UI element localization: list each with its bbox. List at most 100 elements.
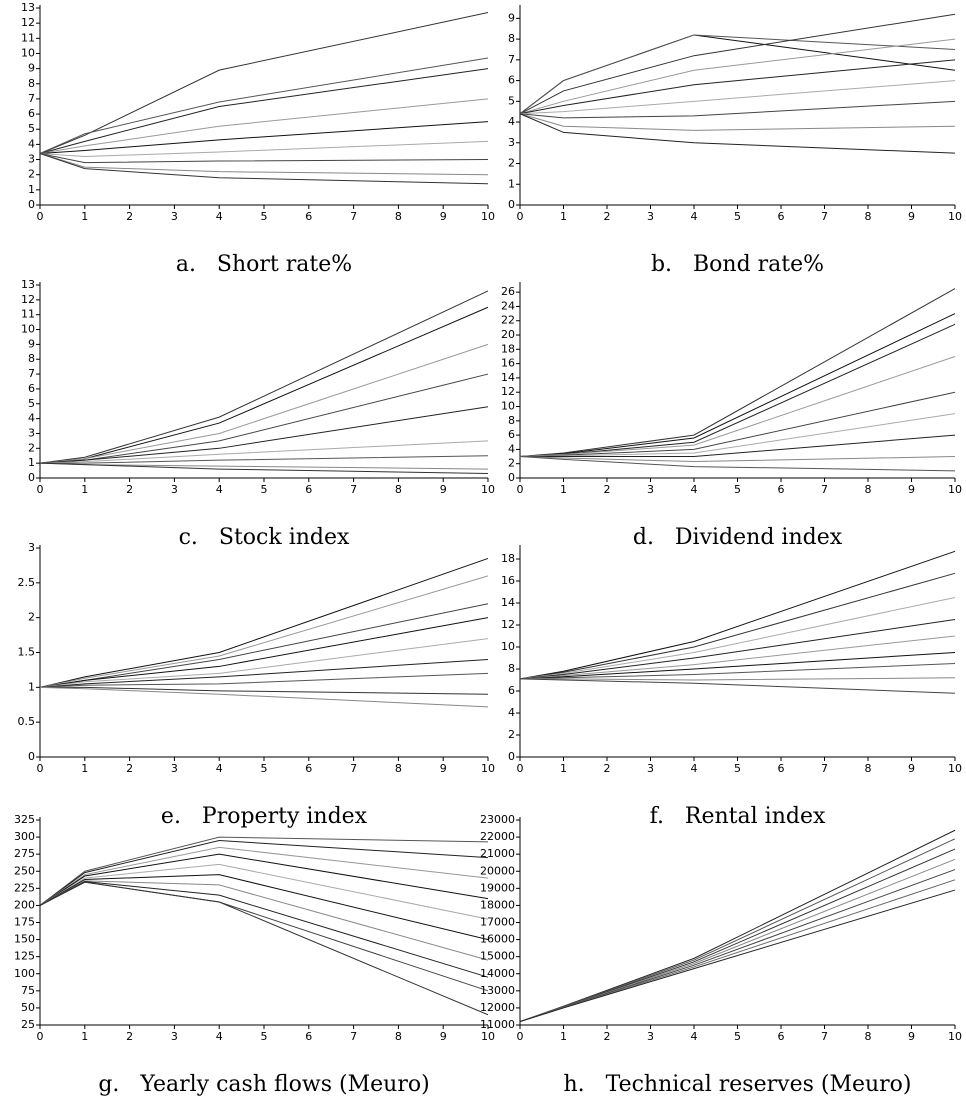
scenario-line (519, 59, 956, 115)
x-tick-label: 10 (481, 1030, 495, 1043)
scenario-line (39, 575, 489, 688)
x-tick-label: 3 (647, 762, 654, 775)
x-tick-label: 0 (517, 210, 524, 223)
y-tick-label: 2 (508, 728, 515, 741)
x-tick-label: 1 (560, 762, 567, 775)
x-tick-label: 7 (350, 1030, 357, 1043)
y-tick-label: 250 (14, 864, 35, 877)
scenario-line (39, 557, 489, 688)
x-tick-label: 6 (305, 210, 312, 223)
x-tick-label: 10 (481, 483, 495, 496)
y-tick-label: 0 (28, 750, 35, 763)
y-tick-label: 13 (21, 1, 35, 14)
y-tick-label: 2 (28, 168, 35, 181)
scenario-line (39, 462, 489, 475)
panel-caption: e. Property index (161, 804, 368, 829)
x-tick-label: 4 (216, 762, 223, 775)
x-tick-label: 9 (908, 483, 915, 496)
x-tick-label: 8 (865, 762, 872, 775)
y-tick-label: 11 (21, 308, 35, 321)
x-tick-label: 5 (734, 483, 741, 496)
x-tick-label: 6 (778, 483, 785, 496)
scenario-line (39, 617, 489, 688)
scenario-line (519, 848, 956, 1023)
x-tick-label: 10 (481, 210, 495, 223)
y-tick-label: 11000 (480, 1018, 515, 1031)
panel-caption: c. Stock index (179, 525, 350, 550)
x-tick-label: 7 (821, 762, 828, 775)
x-tick-label: 9 (908, 1030, 915, 1043)
y-tick-label: 2 (28, 441, 35, 454)
y-tick-label: 16 (501, 574, 515, 587)
y-tick-label: 7 (508, 53, 515, 66)
y-tick-label: 10 (21, 46, 35, 59)
y-tick-label: 150 (14, 933, 35, 946)
y-tick-label: 18 (501, 342, 515, 355)
x-tick-label: 2 (126, 762, 133, 775)
y-tick-label: 11 (21, 31, 35, 44)
x-tick-label: 1 (81, 762, 88, 775)
scenario-line (519, 652, 956, 680)
scenario-line (39, 658, 489, 688)
y-tick-label: 3 (28, 541, 35, 554)
x-tick-label: 0 (37, 210, 44, 223)
scenario-line (39, 306, 489, 464)
x-tick-label: 10 (948, 1030, 962, 1043)
y-tick-label: 22000 (480, 830, 515, 843)
scenario-line (519, 597, 956, 680)
x-tick-label: 0 (517, 762, 524, 775)
scenario-line (39, 153, 489, 185)
x-tick-label: 9 (908, 210, 915, 223)
scenario-line (519, 879, 956, 1023)
y-tick-label: 325 (14, 813, 35, 826)
y-tick-label: 3 (28, 153, 35, 166)
y-tick-label: 8 (28, 77, 35, 90)
y-tick-label: 4 (28, 412, 35, 425)
y-tick-label: 22 (501, 314, 515, 327)
y-tick-label: 6 (28, 107, 35, 120)
x-tick-label: 5 (734, 1030, 741, 1043)
x-tick-label: 6 (778, 762, 785, 775)
x-tick-label: 6 (778, 1030, 785, 1043)
x-tick-label: 0 (37, 762, 44, 775)
y-tick-label: 12 (501, 385, 515, 398)
y-tick-label: 16000 (480, 933, 515, 946)
y-tick-label: 10 (501, 400, 515, 413)
scenario-line (519, 635, 956, 680)
y-tick-label: 8 (508, 662, 515, 675)
y-tick-label: 9 (508, 11, 515, 24)
scenario-line (519, 889, 956, 1023)
x-tick-label: 4 (216, 483, 223, 496)
y-tick-label: 16 (501, 357, 515, 370)
y-tick-label: 0 (508, 471, 515, 484)
x-tick-label: 7 (350, 483, 357, 496)
scenario-line (39, 881, 489, 1016)
y-tick-label: 26 (501, 285, 515, 298)
x-tick-label: 10 (948, 762, 962, 775)
y-tick-label: 9 (28, 337, 35, 350)
y-tick-label: 10 (501, 640, 515, 653)
x-tick-label: 6 (305, 483, 312, 496)
x-tick-label: 8 (865, 1030, 872, 1043)
x-tick-label: 5 (261, 762, 268, 775)
y-tick-label: 175 (14, 916, 35, 929)
x-tick-label: 3 (171, 483, 178, 496)
y-tick-label: 13000 (480, 984, 515, 997)
x-tick-label: 7 (821, 210, 828, 223)
x-tick-label: 3 (171, 1030, 178, 1043)
x-tick-label: 7 (821, 1030, 828, 1043)
scenario-line (39, 638, 489, 688)
scenario-line (39, 880, 489, 978)
scenario-line (39, 343, 489, 464)
scenario-line (519, 456, 956, 472)
scenario-line (519, 456, 956, 463)
scenario-line (519, 572, 956, 680)
y-tick-label: 7 (28, 367, 35, 380)
y-tick-label: 12000 (480, 1001, 515, 1014)
y-tick-label: 4 (508, 442, 515, 455)
scenario-line (39, 152, 489, 176)
y-tick-label: 1.5 (18, 646, 36, 659)
x-tick-label: 1 (81, 210, 88, 223)
x-tick-label: 5 (261, 210, 268, 223)
y-tick-label: 1 (28, 183, 35, 196)
